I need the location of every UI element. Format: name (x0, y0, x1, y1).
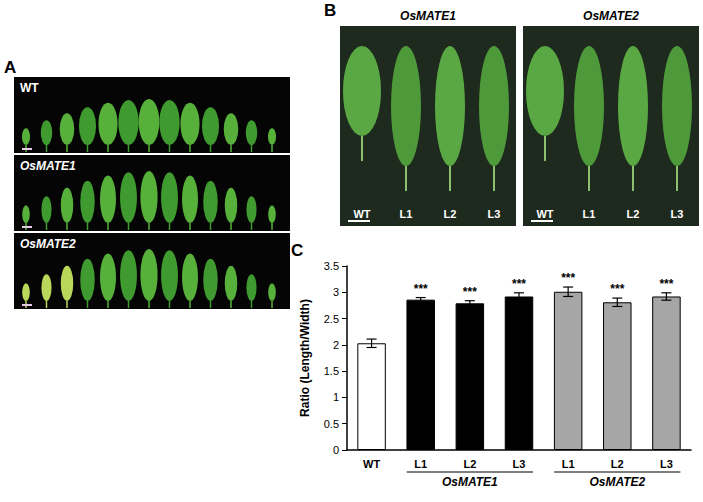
svg-text:***: *** (659, 277, 673, 291)
svg-text:L1: L1 (562, 458, 575, 470)
svg-text:2.5: 2.5 (324, 313, 339, 325)
svg-text:3.5: 3.5 (324, 260, 339, 272)
svg-text:0.5: 0.5 (324, 418, 339, 430)
svg-text:L2: L2 (444, 208, 457, 220)
svg-text:OsMATE1: OsMATE1 (20, 159, 76, 173)
svg-text:L1: L1 (583, 208, 596, 220)
svg-text:***: *** (463, 285, 477, 299)
svg-text:2: 2 (333, 339, 339, 351)
svg-text:***: *** (414, 282, 428, 296)
svg-text:***: *** (512, 277, 526, 291)
svg-text:C: C (291, 241, 303, 260)
svg-text:L3: L3 (671, 208, 684, 220)
svg-text:1.5: 1.5 (324, 365, 339, 377)
svg-text:L3: L3 (488, 208, 501, 220)
svg-text:L2: L2 (627, 208, 640, 220)
svg-text:OsMATE1: OsMATE1 (442, 475, 498, 489)
svg-text:B: B (324, 1, 336, 20)
svg-text:OsMATE2: OsMATE2 (20, 237, 76, 251)
svg-text:OsMATE2: OsMATE2 (583, 9, 639, 23)
svg-text:L3: L3 (660, 458, 673, 470)
svg-text:WT: WT (353, 208, 370, 220)
svg-text:***: *** (561, 271, 575, 285)
svg-text:OsMATE1: OsMATE1 (400, 9, 456, 23)
svg-text:1: 1 (333, 391, 339, 403)
svg-text:L1: L1 (414, 458, 427, 470)
svg-text:L2: L2 (611, 458, 624, 470)
svg-text:WT: WT (536, 208, 553, 220)
svg-text:Ratio (Length/Width): Ratio (Length/Width) (298, 299, 312, 417)
svg-text:L1: L1 (400, 208, 413, 220)
svg-text:***: *** (610, 282, 624, 296)
svg-text:L3: L3 (513, 458, 526, 470)
svg-text:WT: WT (363, 458, 380, 470)
svg-text:OsMATE2: OsMATE2 (589, 475, 645, 489)
svg-text:A: A (4, 58, 16, 77)
svg-text:0: 0 (333, 444, 339, 456)
svg-text:L2: L2 (463, 458, 476, 470)
svg-text:3: 3 (333, 286, 339, 298)
svg-text:WT: WT (20, 81, 39, 95)
